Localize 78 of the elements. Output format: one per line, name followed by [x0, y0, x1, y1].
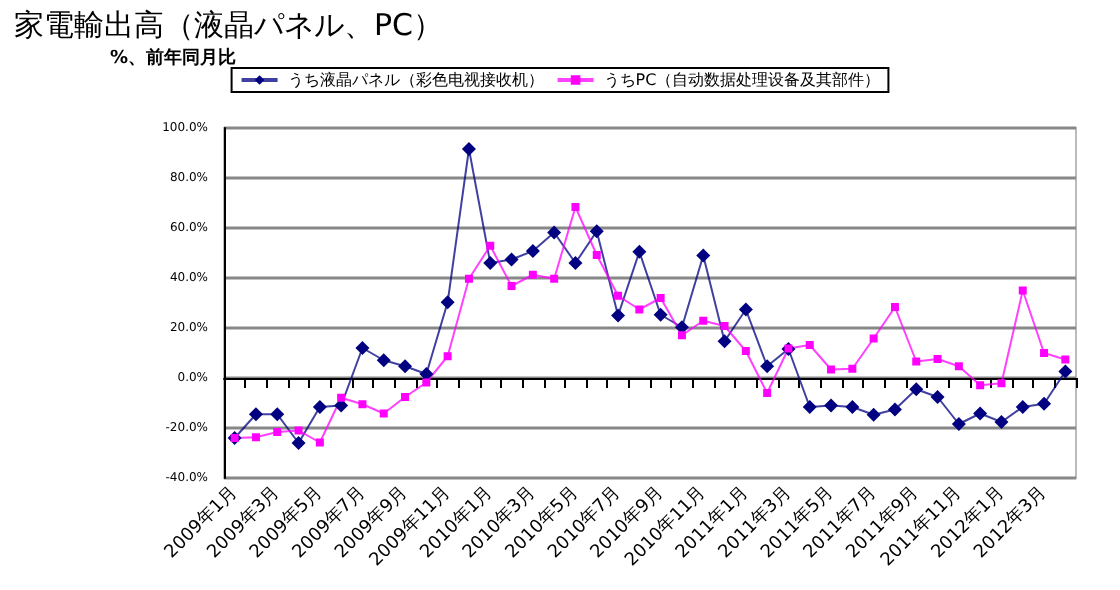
chart-subtitle: %、前年同月比	[110, 47, 237, 69]
point	[547, 225, 562, 240]
point	[717, 334, 732, 349]
point	[997, 379, 1006, 388]
point	[614, 291, 623, 300]
point	[461, 142, 476, 156]
point	[358, 400, 367, 409]
point	[802, 400, 817, 414]
point	[568, 256, 583, 270]
point	[951, 417, 966, 431]
chart-title: 家電輸出高（液晶パネル、PC）	[14, 7, 444, 43]
point	[525, 244, 540, 258]
point	[270, 407, 285, 422]
point	[376, 353, 391, 368]
point	[312, 400, 327, 414]
point	[699, 316, 708, 325]
point	[401, 393, 410, 401]
point	[890, 303, 899, 311]
point	[483, 256, 498, 270]
point	[1058, 364, 1073, 379]
point	[973, 406, 988, 421]
point	[930, 390, 945, 404]
point	[291, 436, 306, 450]
point	[909, 382, 924, 397]
point	[248, 407, 263, 422]
point	[273, 428, 282, 436]
point	[805, 341, 814, 349]
point	[1018, 286, 1027, 295]
point	[720, 322, 729, 330]
point	[1040, 349, 1049, 357]
point	[1037, 396, 1052, 411]
point	[422, 378, 431, 387]
point	[632, 244, 647, 259]
point	[419, 367, 434, 381]
point	[440, 295, 455, 310]
point	[251, 433, 260, 442]
point	[592, 251, 601, 259]
point	[507, 282, 516, 290]
point	[760, 359, 775, 374]
point	[887, 402, 902, 417]
legend-label: うち液晶パネル（彩色电视接收机）	[287, 71, 544, 89]
point	[954, 362, 963, 371]
point	[869, 334, 878, 343]
point	[848, 364, 857, 373]
point	[337, 393, 346, 402]
point	[1015, 400, 1030, 414]
point	[611, 308, 626, 323]
point	[912, 357, 921, 366]
point	[933, 355, 942, 363]
point	[379, 409, 388, 418]
point	[866, 407, 881, 422]
point	[464, 274, 473, 283]
point	[504, 252, 519, 267]
point	[355, 341, 370, 355]
point	[656, 294, 665, 302]
point	[763, 389, 772, 397]
point	[315, 438, 324, 447]
point	[741, 347, 750, 355]
point	[443, 352, 452, 361]
point	[571, 203, 580, 211]
point	[738, 302, 753, 317]
point	[589, 224, 604, 239]
point	[824, 398, 839, 413]
point	[976, 381, 985, 390]
point	[653, 307, 668, 322]
point	[294, 426, 303, 435]
point	[827, 365, 836, 374]
point	[398, 359, 413, 374]
point	[528, 270, 537, 279]
point	[1061, 355, 1070, 364]
point	[550, 274, 559, 283]
legend-label: うちPC（自动数据处理设备及其部件）	[603, 71, 881, 89]
point	[486, 241, 495, 250]
point	[677, 331, 686, 340]
point	[994, 415, 1009, 429]
point	[845, 400, 860, 414]
point	[635, 305, 644, 314]
point	[696, 248, 711, 263]
